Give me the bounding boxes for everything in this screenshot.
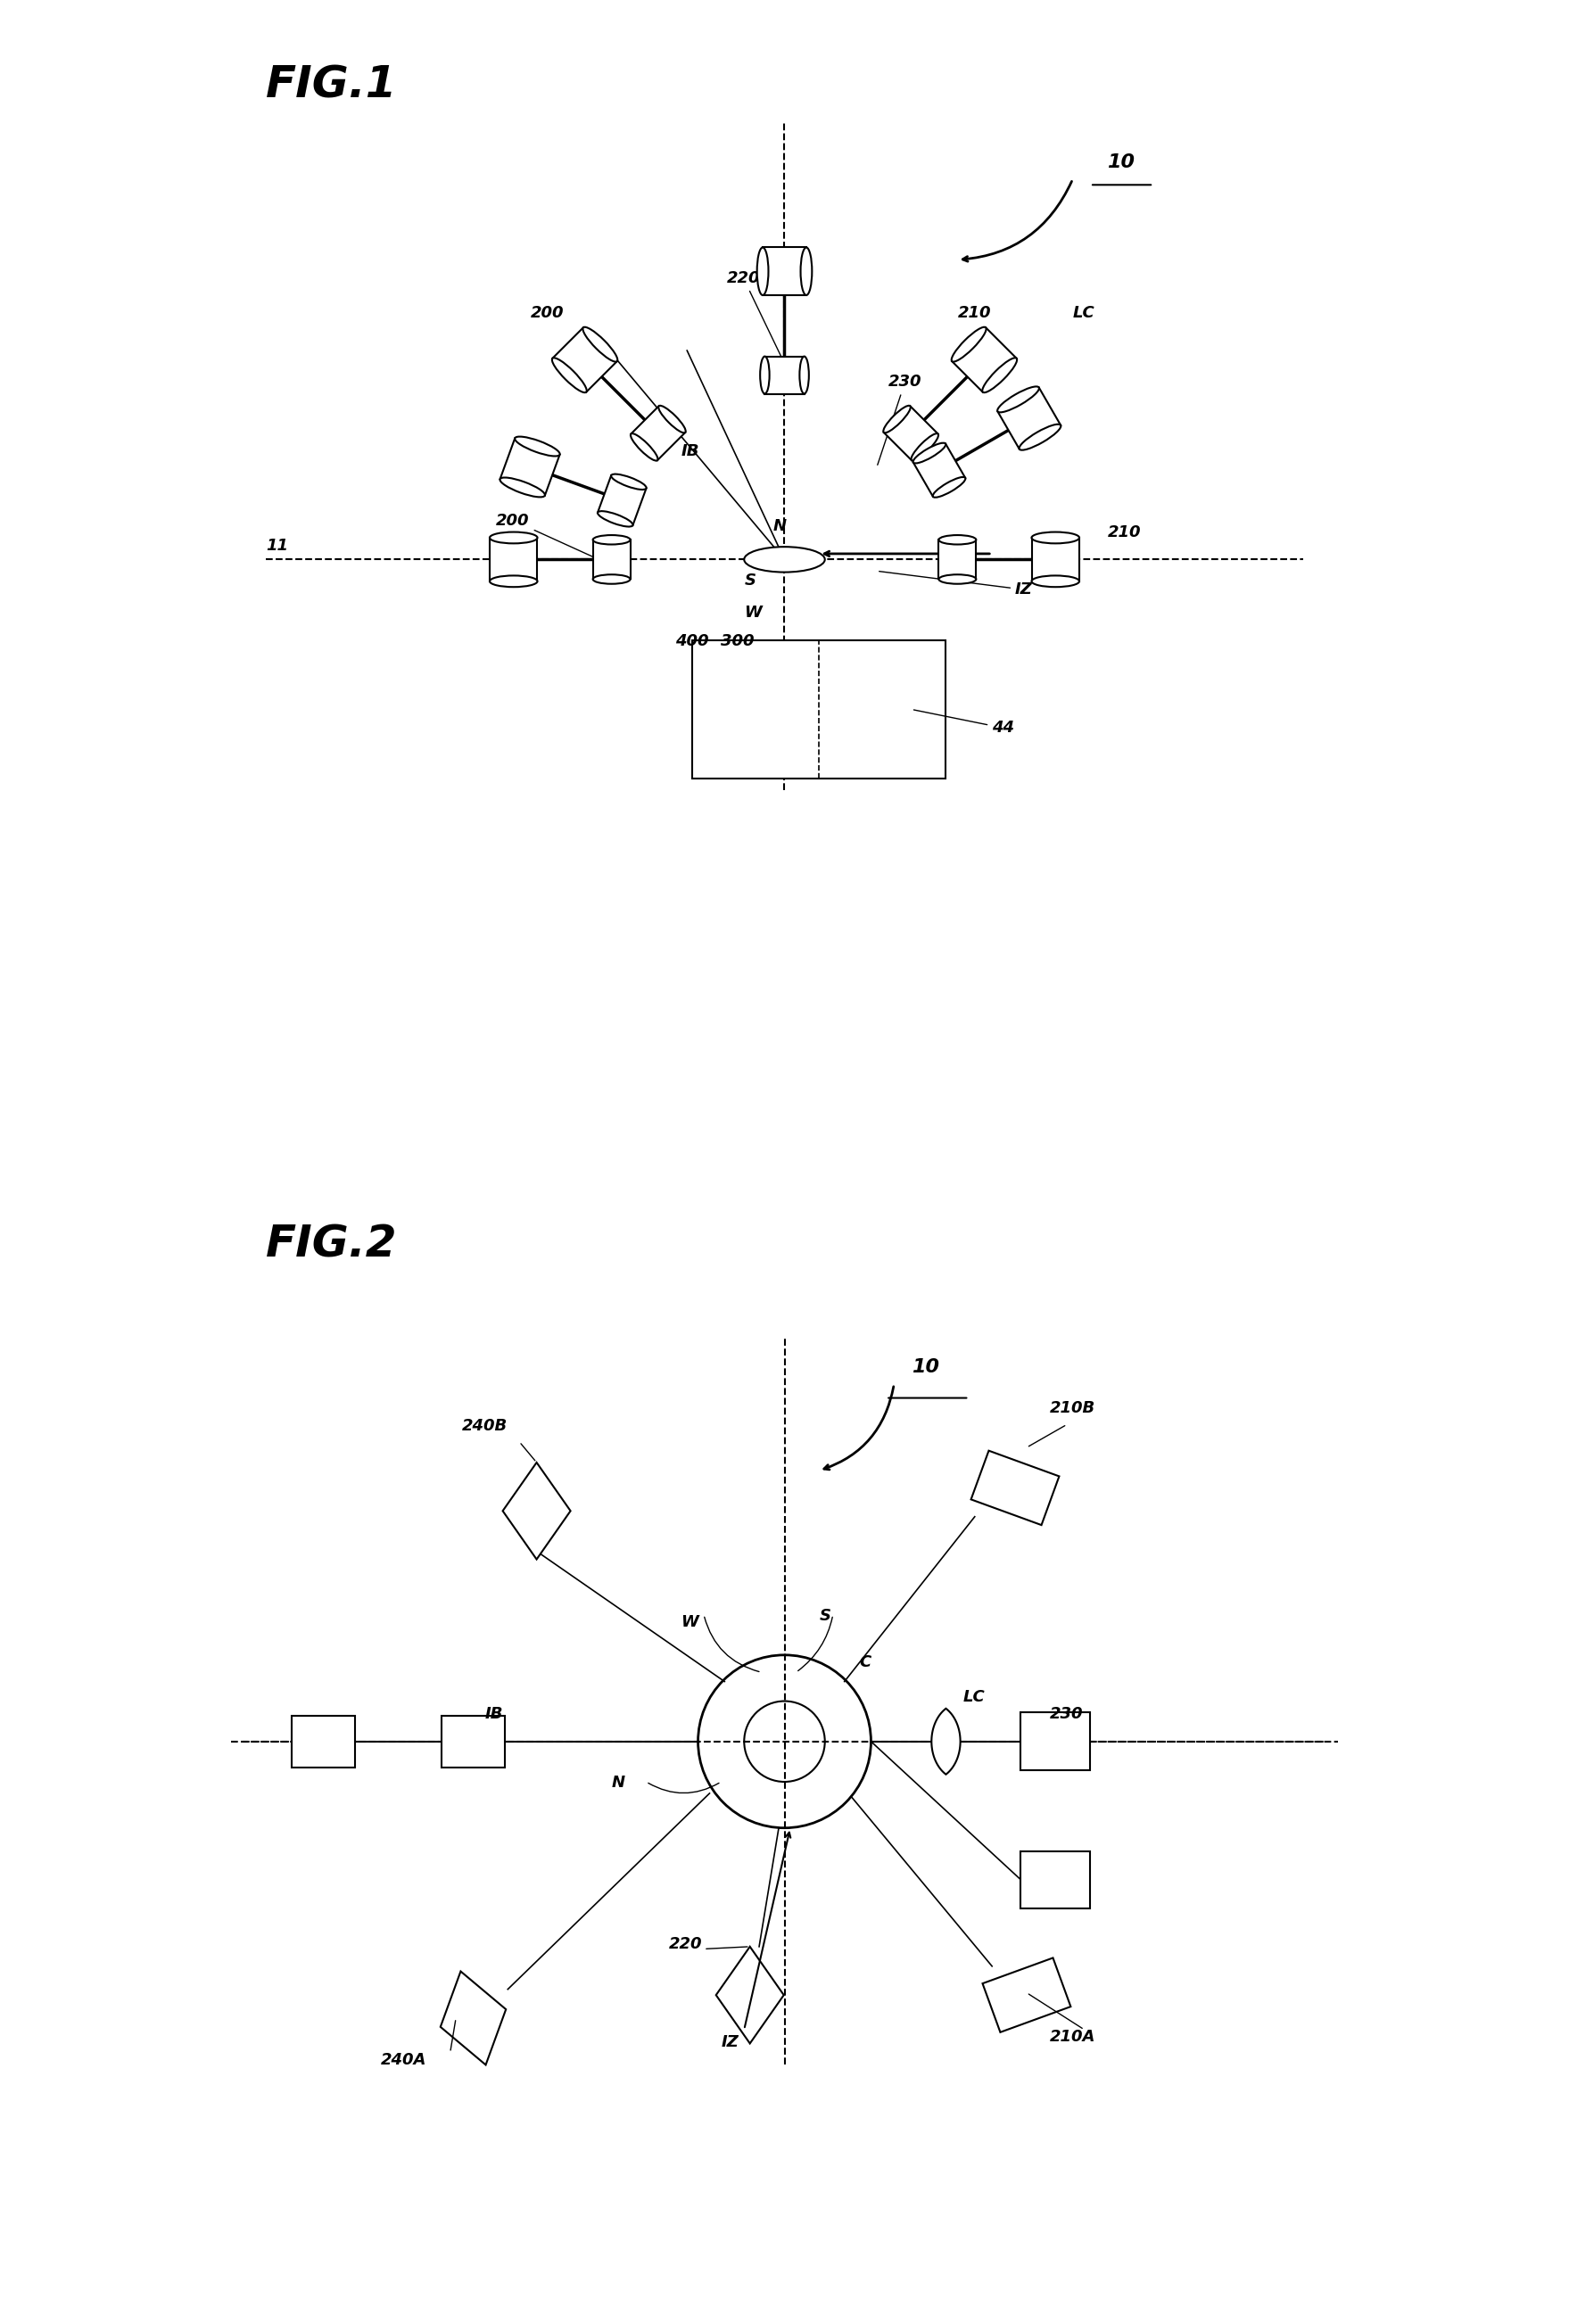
Polygon shape <box>763 246 806 295</box>
Text: 10: 10 <box>1108 153 1134 172</box>
Text: IB: IB <box>485 1706 504 1722</box>
Polygon shape <box>490 537 538 581</box>
Ellipse shape <box>951 328 987 363</box>
Ellipse shape <box>800 356 810 393</box>
Polygon shape <box>441 1971 505 2064</box>
Text: 210B: 210B <box>1050 1401 1095 1418</box>
Ellipse shape <box>490 532 538 544</box>
Ellipse shape <box>490 576 538 588</box>
Polygon shape <box>631 407 686 460</box>
Text: C: C <box>860 1655 871 1671</box>
Text: N: N <box>612 1776 624 1792</box>
Ellipse shape <box>934 476 965 497</box>
Ellipse shape <box>756 246 769 295</box>
Ellipse shape <box>631 435 657 460</box>
Text: 210A: 210A <box>1050 2029 1095 2045</box>
Ellipse shape <box>883 407 910 432</box>
Ellipse shape <box>1020 425 1061 451</box>
Ellipse shape <box>610 474 646 490</box>
Text: S: S <box>744 572 756 588</box>
Text: 11: 11 <box>265 537 289 553</box>
Polygon shape <box>593 539 631 579</box>
Polygon shape <box>938 539 976 579</box>
Ellipse shape <box>998 386 1039 411</box>
Ellipse shape <box>759 356 769 393</box>
Text: 44: 44 <box>913 709 1014 737</box>
Ellipse shape <box>582 328 618 363</box>
Ellipse shape <box>938 574 976 583</box>
Polygon shape <box>932 1708 960 1776</box>
Polygon shape <box>883 407 938 460</box>
Text: 210: 210 <box>957 304 992 321</box>
Text: 230: 230 <box>1050 1706 1083 1722</box>
Polygon shape <box>501 439 560 495</box>
Ellipse shape <box>501 476 544 497</box>
Ellipse shape <box>593 574 631 583</box>
Text: FIG.2: FIG.2 <box>265 1222 397 1267</box>
Ellipse shape <box>913 444 946 462</box>
Ellipse shape <box>598 511 632 528</box>
Text: W: W <box>681 1613 698 1629</box>
Text: 10: 10 <box>912 1357 938 1376</box>
Text: 240A: 240A <box>381 2052 427 2068</box>
Text: N: N <box>774 518 786 535</box>
Polygon shape <box>971 1450 1059 1525</box>
Ellipse shape <box>912 435 938 460</box>
Text: IB: IB <box>681 444 700 460</box>
Polygon shape <box>715 1948 784 2043</box>
Ellipse shape <box>515 437 560 456</box>
Text: W: W <box>744 604 763 621</box>
Text: IZ: IZ <box>879 572 1032 597</box>
Text: 230: 230 <box>877 374 921 465</box>
Text: 400: 400 <box>675 634 709 648</box>
Polygon shape <box>502 1462 571 1559</box>
Polygon shape <box>764 356 805 393</box>
Ellipse shape <box>1031 532 1079 544</box>
Ellipse shape <box>659 407 686 432</box>
Ellipse shape <box>938 535 976 544</box>
Polygon shape <box>441 1715 505 1766</box>
Polygon shape <box>1021 1850 1090 1908</box>
Ellipse shape <box>552 358 587 393</box>
Ellipse shape <box>593 535 631 544</box>
Polygon shape <box>913 444 965 497</box>
Text: 240B: 240B <box>461 1418 507 1434</box>
Polygon shape <box>692 639 946 779</box>
Text: 220: 220 <box>670 1936 703 1952</box>
Ellipse shape <box>982 358 1017 393</box>
Polygon shape <box>1021 1713 1090 1771</box>
Text: 300: 300 <box>722 634 755 648</box>
Ellipse shape <box>800 246 813 295</box>
Text: FIG.1: FIG.1 <box>265 63 397 107</box>
Polygon shape <box>982 1957 1070 2031</box>
Ellipse shape <box>1031 576 1079 588</box>
Text: 220: 220 <box>726 270 783 360</box>
Text: 210: 210 <box>1108 523 1141 539</box>
Ellipse shape <box>744 546 825 572</box>
Text: IZ: IZ <box>722 2034 739 2050</box>
Polygon shape <box>998 388 1061 449</box>
Polygon shape <box>1031 537 1079 581</box>
Text: 200: 200 <box>530 304 565 321</box>
Polygon shape <box>952 328 1017 393</box>
Text: LC: LC <box>963 1690 985 1706</box>
Text: LC: LC <box>1073 304 1095 321</box>
Polygon shape <box>598 476 646 525</box>
Text: 200: 200 <box>496 511 609 565</box>
Polygon shape <box>552 328 617 393</box>
Text: S: S <box>819 1608 830 1624</box>
Polygon shape <box>292 1715 355 1766</box>
